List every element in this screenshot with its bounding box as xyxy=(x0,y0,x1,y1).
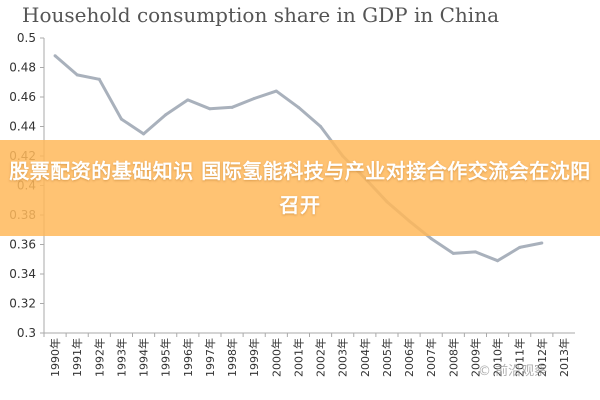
data-point xyxy=(208,107,212,111)
y-tick-label: 0.46 xyxy=(9,90,36,104)
data-point xyxy=(164,113,168,117)
chart-title: Household consumption share in GDP in Ch… xyxy=(22,3,499,27)
y-tick-label: 0.36 xyxy=(9,238,36,252)
data-point xyxy=(230,105,234,109)
x-tick-label: 2007年 xyxy=(424,338,438,377)
x-tick-label: 1996年 xyxy=(181,338,195,377)
y-tick-label: 0.3 xyxy=(17,326,36,340)
data-point xyxy=(496,259,500,263)
x-tick-label: 1991年 xyxy=(70,338,84,377)
x-tick-label: 1994年 xyxy=(137,338,151,377)
x-tick-labels: 1990年 1991年 1992年 1993年 1994年 1995年 1996年 1997年… xyxy=(43,333,571,377)
x-tick-label: 2005年 xyxy=(380,338,394,377)
data-point xyxy=(75,73,79,77)
x-tick-label: 1990年 xyxy=(48,338,62,377)
data-point xyxy=(252,96,256,100)
x-tick-label: 2009年 xyxy=(468,338,482,377)
data-point xyxy=(518,245,522,249)
y-tick-label: 0.44 xyxy=(9,120,36,134)
y-tick-label: 0.5 xyxy=(17,31,36,45)
x-tick-label: 1999年 xyxy=(247,338,261,377)
data-point xyxy=(429,237,433,241)
x-tick-label: 2010年 xyxy=(491,338,505,377)
data-point xyxy=(540,241,544,245)
news-banner[interactable]: 股票配资的基础知识 国际氢能科技与产业对接合作交流会在沈阳召开 xyxy=(0,140,600,236)
x-tick-label: 2001年 xyxy=(291,338,305,377)
data-point xyxy=(186,98,190,102)
data-point xyxy=(296,105,300,109)
x-tick-label: 1992年 xyxy=(92,338,106,377)
x-tick-label: 1998年 xyxy=(225,338,239,377)
data-point xyxy=(274,89,278,93)
x-tick-label: 2006年 xyxy=(402,338,416,377)
data-point xyxy=(97,77,101,81)
x-tick-label: 2013年 xyxy=(557,338,571,377)
x-tick-label: 2008年 xyxy=(446,338,460,377)
data-point xyxy=(473,250,477,254)
x-tick-label: 1997年 xyxy=(203,338,217,377)
x-tick-label: 2012年 xyxy=(535,338,549,377)
data-point xyxy=(53,54,57,58)
x-tick-label: 2011年 xyxy=(513,338,527,377)
y-tick-label: 0.32 xyxy=(9,297,36,311)
data-point xyxy=(142,132,146,136)
news-banner-text[interactable]: 股票配资的基础知识 国际氢能科技与产业对接合作交流会在沈阳召开 xyxy=(9,159,591,217)
data-point xyxy=(319,125,323,128)
y-tick-label: 0.34 xyxy=(9,267,36,281)
x-tick-label: 2003年 xyxy=(336,338,350,377)
watermark: © 前沿观察 xyxy=(478,364,548,379)
y-tick-label: 0.48 xyxy=(9,61,36,75)
data-point xyxy=(451,251,455,255)
x-tick-label: 1995年 xyxy=(159,338,173,377)
x-tick-label: 2000年 xyxy=(269,338,283,377)
x-tick-label: 2002年 xyxy=(314,338,328,377)
data-point xyxy=(119,117,123,121)
x-tick-label: 2004年 xyxy=(358,338,372,377)
x-tick-label: 1993年 xyxy=(114,338,128,377)
